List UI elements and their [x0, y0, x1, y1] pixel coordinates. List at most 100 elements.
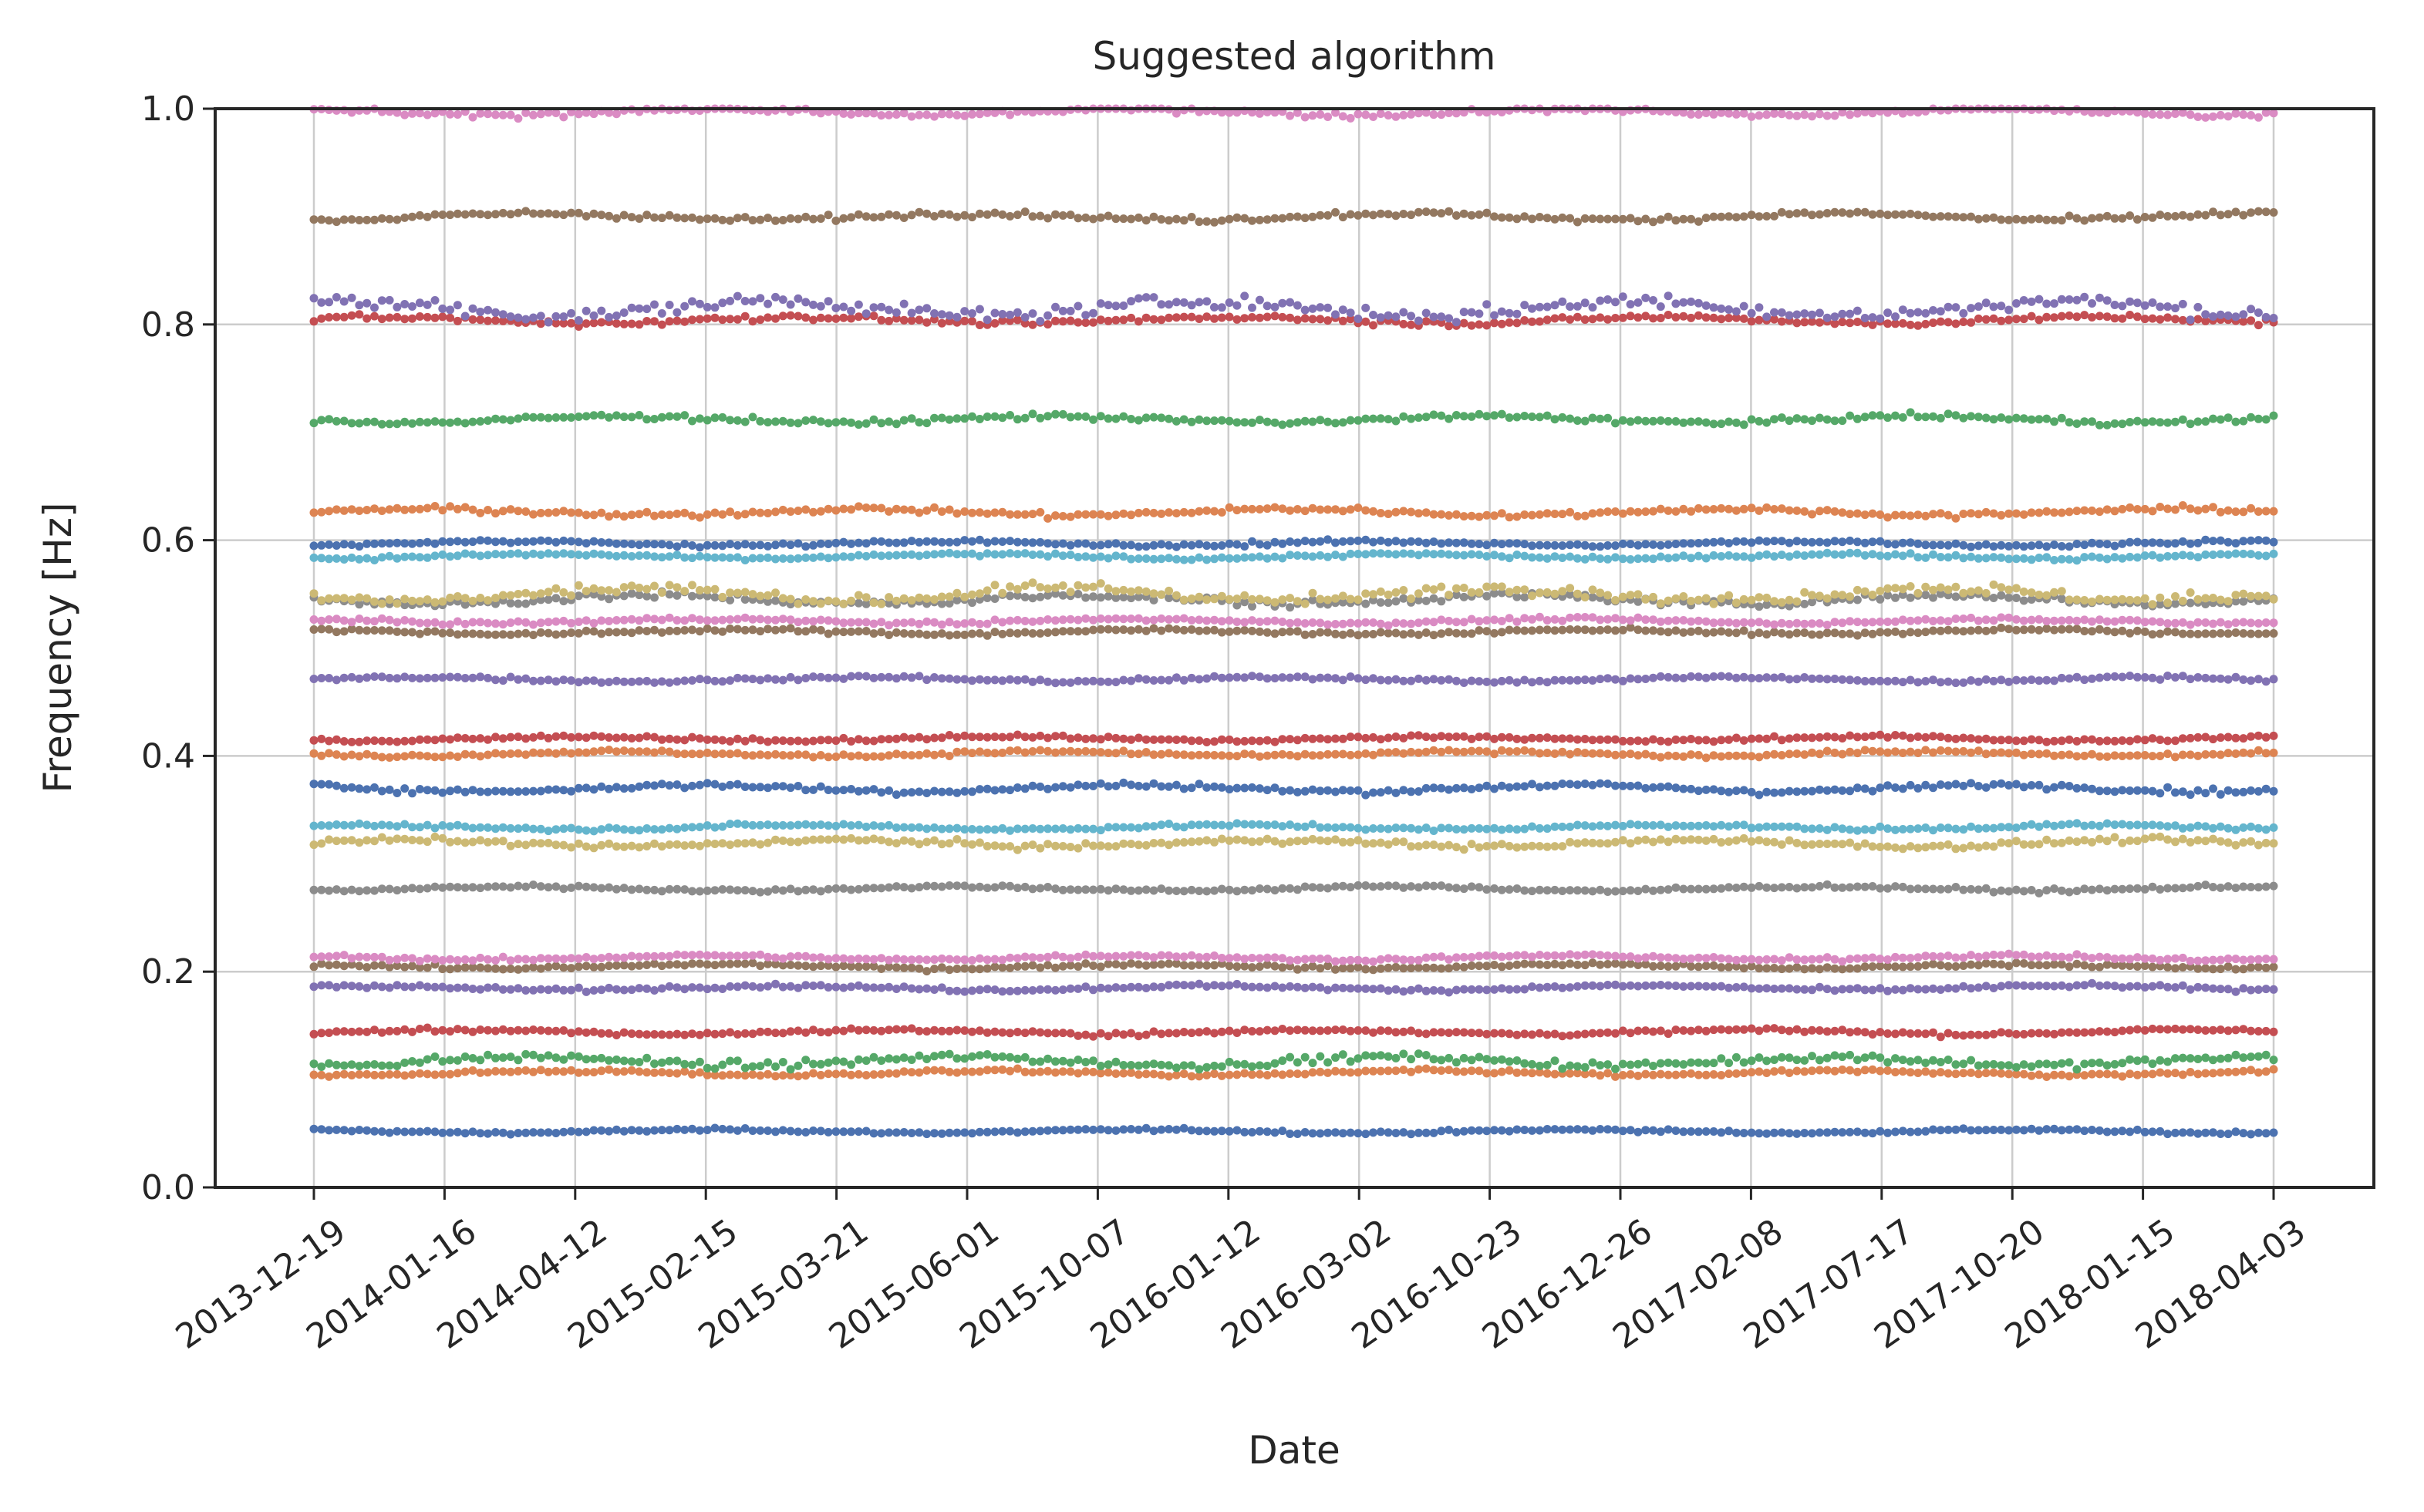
- data-point: [506, 1130, 515, 1139]
- data-point: [1134, 960, 1143, 969]
- data-point: [665, 1069, 674, 1078]
- data-point: [1611, 553, 1620, 562]
- data-point: [998, 748, 1007, 757]
- data-point: [332, 1070, 341, 1079]
- data-point: [1694, 626, 1703, 635]
- data-point: [1217, 591, 1226, 601]
- data-point: [612, 884, 621, 894]
- data-point: [1777, 822, 1786, 831]
- data-point: [1747, 1024, 1756, 1033]
- data-point: [1445, 1053, 1454, 1062]
- data-point: [1989, 676, 1998, 685]
- data-point: [2050, 982, 2058, 991]
- data-point: [2080, 1071, 2089, 1080]
- data-point: [1058, 678, 1067, 687]
- data-point: [1429, 618, 1438, 627]
- data-point: [1777, 628, 1786, 638]
- data-point: [2231, 749, 2240, 758]
- data-point: [794, 675, 803, 685]
- data-point: [1467, 1029, 1476, 1038]
- data-point: [544, 618, 553, 627]
- data-point: [1361, 599, 1370, 608]
- data-point: [1043, 1029, 1053, 1038]
- data-point: [1437, 842, 1446, 851]
- data-point: [1020, 549, 1030, 558]
- data-point: [1566, 837, 1575, 847]
- data-point: [1777, 598, 1786, 607]
- data-point: [801, 627, 811, 636]
- data-point: [877, 983, 886, 992]
- data-point: [589, 827, 598, 836]
- data-point: [1013, 584, 1022, 594]
- data-point: [1384, 590, 1393, 599]
- data-point: [748, 590, 757, 599]
- data-point: [1838, 749, 1847, 759]
- data-point: [801, 737, 811, 746]
- data-point: [1959, 781, 1968, 790]
- data-point: [824, 1028, 833, 1037]
- data-point: [1876, 1053, 1885, 1062]
- data-point: [1792, 550, 1802, 559]
- data-point: [1664, 1125, 1673, 1134]
- data-point: [1846, 786, 1855, 796]
- data-point: [1089, 824, 1097, 833]
- data-point: [764, 1058, 773, 1067]
- data-point: [605, 628, 614, 637]
- data-point: [1308, 675, 1317, 684]
- data-point: [975, 675, 984, 684]
- data-point: [1830, 590, 1839, 599]
- data-point: [1717, 752, 1726, 761]
- data-point: [1195, 1072, 1204, 1081]
- data-point: [408, 1127, 416, 1137]
- data-point: [1830, 1127, 1839, 1137]
- data-point: [582, 626, 591, 635]
- data-point: [1944, 625, 1953, 635]
- data-point: [1913, 588, 1923, 598]
- data-point: [1437, 675, 1446, 685]
- data-point: [1308, 834, 1317, 844]
- data-point: [2223, 550, 2233, 559]
- data-point: [1482, 824, 1492, 833]
- data-point: [740, 839, 750, 848]
- data-point: [1104, 749, 1113, 757]
- data-point: [567, 1029, 576, 1038]
- data-point: [1860, 732, 1869, 742]
- data-point: [1906, 1057, 1915, 1066]
- data-point: [506, 672, 515, 682]
- data-point: [1323, 961, 1333, 971]
- data-point: [1520, 886, 1529, 895]
- data-point: [877, 1069, 886, 1079]
- data-point: [2050, 625, 2058, 635]
- data-point: [1800, 883, 1809, 892]
- data-point: [2178, 963, 2187, 972]
- data-point: [907, 963, 916, 972]
- data-point: [536, 954, 545, 963]
- data-point: [484, 551, 493, 560]
- data-point: [1512, 951, 1522, 960]
- data-point: [983, 586, 992, 595]
- data-point: [1172, 780, 1181, 790]
- data-point: [877, 618, 886, 627]
- data-point: [960, 955, 969, 965]
- data-point: [1520, 551, 1529, 561]
- data-point: [2247, 822, 2256, 831]
- data-point: [2201, 550, 2210, 559]
- data-point: [1997, 591, 2006, 600]
- data-point: [2231, 965, 2240, 974]
- data-point: [1316, 628, 1325, 637]
- data-point: [642, 627, 652, 635]
- data-point: [975, 589, 984, 598]
- data-point: [680, 885, 689, 894]
- data-point: [1747, 734, 1756, 743]
- data-point: [710, 951, 720, 960]
- data-point: [1331, 674, 1340, 683]
- data-point: [1520, 1126, 1529, 1134]
- data-point: [2186, 883, 2195, 892]
- data-point: [1119, 1061, 1128, 1069]
- data-point: [1127, 886, 1136, 895]
- data-point: [861, 551, 871, 561]
- data-point: [1981, 1060, 1991, 1069]
- data-point: [1225, 954, 1234, 963]
- data-point: [514, 1056, 523, 1065]
- data-point: [1626, 981, 1635, 990]
